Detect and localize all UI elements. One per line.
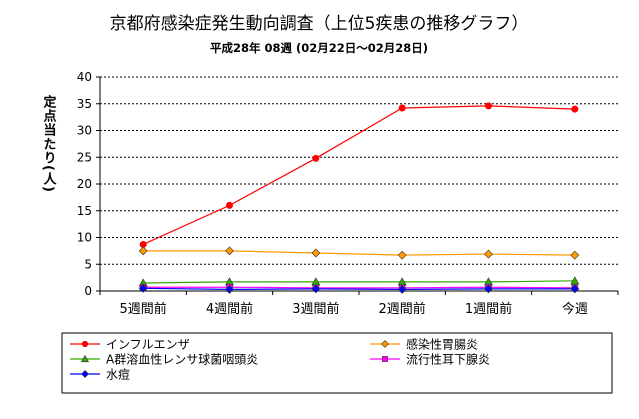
legend-marker: [382, 356, 388, 362]
y-axis-label: 定点当たり(人): [41, 94, 58, 192]
data-point: [570, 250, 580, 260]
data-point: [225, 284, 234, 294]
legend-marker: [81, 370, 89, 378]
legend-label: 水痘: [106, 367, 130, 382]
chart-title: 京都府感染症発生動向調査（上位5疾患の推移グラフ）: [110, 14, 529, 34]
data-point: [485, 102, 492, 110]
data-point: [138, 246, 148, 256]
legend-item: 感染性胃腸炎: [370, 337, 478, 352]
x-tick-label: 4週間前: [206, 301, 253, 317]
data-point: [138, 283, 148, 293]
data-point: [571, 105, 579, 113]
series-line: [143, 287, 575, 290]
x-tick-label: 今週: [562, 301, 588, 317]
legend-label: インフルエンザ: [106, 338, 190, 352]
legend-item: A群溶血性レンサ球菌咽頭炎: [70, 352, 258, 367]
series-0: [139, 102, 579, 248]
data-point: [397, 250, 407, 260]
legend-marker: [381, 340, 389, 348]
axes: 0 5 10 15 20 25 30 35 40 5週間前 4週間前 3週間前 2週間前 1週間前 今週: [77, 70, 619, 317]
y-tick-label: 35: [77, 97, 92, 111]
series-3: [139, 283, 579, 292]
data-point: [397, 284, 407, 294]
legend-label: 感染性胃腸炎: [406, 337, 478, 352]
series-line: [143, 286, 575, 289]
series-line: [143, 280, 575, 284]
legend-item: 水痘: [70, 367, 130, 382]
x-tick-label: 2週間前: [379, 301, 426, 317]
data-point: [484, 284, 493, 294]
legend-box: [61, 332, 613, 394]
data-point: [570, 284, 580, 294]
data-point: [311, 248, 321, 258]
legend-item: インフルエンザ: [70, 338, 190, 352]
legend-item: 流行性耳下腺炎: [370, 353, 490, 367]
data-point: [484, 249, 493, 259]
data-point: [226, 201, 233, 209]
y-tick-label: 0: [84, 284, 92, 298]
y-tick-label: 25: [77, 150, 92, 164]
x-tick-label: 3週間前: [292, 301, 339, 317]
series-line: [143, 250, 575, 256]
y-tick-label: 10: [77, 231, 92, 245]
y-tick-label: 40: [77, 70, 92, 84]
legend-marker: [81, 340, 89, 348]
series-1: [138, 246, 580, 260]
data-point: [312, 154, 320, 162]
data-point: [311, 284, 321, 294]
y-tick-label: 20: [77, 177, 92, 191]
series-line: [142, 105, 575, 246]
x-tick-label: 5週間前: [120, 301, 167, 317]
series-group: [138, 102, 580, 294]
data-point: [398, 104, 406, 112]
y-tick-label: 30: [77, 124, 92, 138]
x-tick-label: 1週間前: [465, 301, 512, 317]
data-point: [225, 246, 234, 256]
series-4: [138, 283, 580, 294]
legend-label: 流行性耳下腺炎: [406, 353, 490, 367]
legend-label: A群溶血性レンサ球菌咽頭炎: [106, 352, 258, 367]
series-2: [138, 276, 580, 287]
chart-subtitle: 平成28年 08週 (02月22日～02月28日): [210, 41, 428, 55]
legend-marker: [80, 354, 90, 363]
grid-lines: [100, 76, 618, 265]
data-point: [570, 276, 580, 285]
y-tick-label: 15: [77, 204, 92, 218]
y-tick-label: 5: [84, 257, 92, 271]
